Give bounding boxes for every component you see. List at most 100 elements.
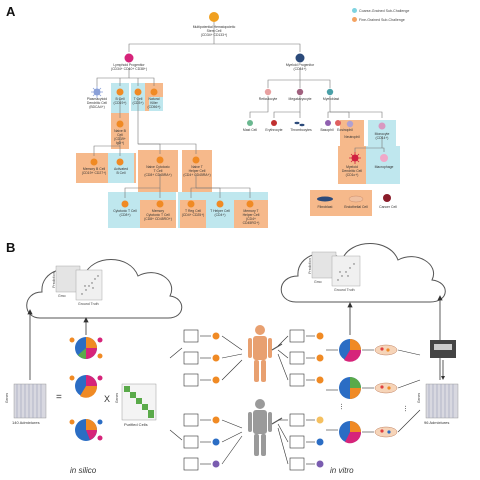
right-admixture-heatmap (425, 383, 459, 419)
label-stem: Multipotential Hematopoietic Stem Cell (… (192, 25, 236, 37)
label-naive-helper: Naive T Helper Cell (CD4+ CD45RA+) (183, 165, 211, 177)
reticulocyte-icon (264, 88, 272, 96)
tcell-icon (134, 88, 142, 96)
vitro-pie-2 (339, 377, 361, 399)
right-connector-arrows (277, 335, 338, 465)
vitro-pie-3 (339, 421, 362, 444)
petri-dishes (374, 344, 398, 438)
tree-connectors (93, 22, 385, 198)
label-neutrophil: Neutrophil (344, 135, 360, 139)
monocyte-icon (378, 122, 386, 130)
silico-pie-1 (75, 337, 97, 359)
equals-sign: = (56, 392, 62, 403)
label-bcell: B Cell (CD19+) (113, 97, 127, 105)
left-cloud-prediction-label: Prediction (51, 272, 56, 288)
right-cloud-gmo-label: Gmo (314, 280, 322, 284)
label-basophil: Basophil (320, 128, 334, 132)
label-cancer: Cancer Cell (379, 205, 397, 209)
cancer-cell-icon (383, 194, 391, 202)
label-monocyte: Monocyte (CD14+) (374, 132, 390, 140)
label-helper-t: T Helper Cell (CD4+) (210, 209, 230, 217)
vitro-pie-1 (339, 339, 362, 362)
treg-icon (187, 200, 195, 208)
memory-cyto-icon (156, 200, 164, 208)
right-cloud (280, 243, 446, 303)
fibroblast-icon (317, 196, 333, 202)
label-treg: T Reg Cell (CD4+ CD25+) (181, 209, 205, 217)
legend-coarse-label: Coarse-Grained Sub-Challenge (359, 8, 410, 13)
purified-genes-label: Genes (115, 392, 120, 404)
silico-pie-2 (75, 375, 98, 398)
label-fibroblast: Fibroblast (317, 205, 333, 209)
lymphoid-progenitor-icon (124, 53, 134, 63)
myeloid-dc-box (338, 146, 366, 184)
human-figure-gray (248, 399, 272, 456)
legend-fine: Fine-Grained Sub-Challenge (352, 17, 405, 22)
times-sign: X (104, 394, 111, 404)
sequencer-icon (430, 340, 456, 380)
bcell-icon (116, 88, 124, 96)
sample-cells-left (212, 332, 220, 468)
memory-helper-icon (246, 200, 254, 208)
memory-b-icon (90, 158, 98, 166)
label-endothelial: Endothelial Cell (344, 205, 368, 209)
left-cloud-gmo-label: Gmo (58, 294, 66, 298)
label-erythrocyte: Erythrocyte (265, 128, 283, 132)
nk-icon (150, 88, 158, 96)
naive-cyto-icon (156, 156, 164, 164)
erythrocyte-icon (271, 120, 277, 126)
left-admixtures-label: 140 Admixtures (12, 420, 40, 425)
label-megakaryocyte: Megakaryocyte (288, 97, 312, 101)
purified-cells-label: Purified Cells (124, 422, 148, 427)
megakaryocyte-icon (296, 88, 304, 96)
label-naive-b: Naive B Cell (CD19+ IgD+) (114, 129, 126, 145)
macrophage-icon (380, 154, 388, 162)
label-eosinophil: Eosinophil (337, 128, 353, 132)
label-tcell: T Cell (CD3+) (132, 97, 144, 105)
label-naive-cyto: Naive Cytotoxic T Cell (CD8+ CD45RA+) (144, 165, 172, 177)
naive-helper-icon (192, 156, 200, 164)
right-genes-label: Genes (417, 392, 422, 404)
label-reticulocyte: Reticulocyte (258, 97, 278, 101)
left-connector-arrows (169, 335, 243, 465)
right-cloud-prediction-label: Prediction (307, 258, 312, 274)
silico-pie-3 (75, 419, 97, 441)
legend-coarse-swatch (352, 8, 357, 13)
cyto-t-icon (121, 200, 129, 208)
myeloid-dc-icon (349, 152, 361, 164)
legend-coarse: Coarse-Grained Sub-Challenge (352, 8, 409, 13)
eosinophil-icon (335, 120, 341, 126)
tcell-box (131, 83, 145, 111)
myeloblast-icon (326, 88, 334, 96)
activated-b-icon (116, 158, 124, 166)
up-arrows (27, 295, 443, 380)
right-cloud-ground-truth-label: Ground Truth (334, 288, 355, 292)
label-memory-b: Memory B Cell (CD19+ CD27+) (81, 167, 107, 175)
left-cloud (26, 259, 183, 319)
label-myeloid: Myeloid Progenitor (CD34+) (285, 63, 315, 71)
label-myeloid-dc: Myeloid Dendritic Cell (CD1c+) (341, 165, 363, 177)
label-memory-helper: Memory T Helper Cell (CD4+ CD45RO+) (242, 209, 260, 225)
label-macrophage: Macrophage (374, 165, 394, 169)
vitro-ellipsis-2: ... (402, 405, 412, 412)
naive-b-box (111, 113, 129, 149)
label-memory-cyto: Memory Cytotoxic T Cell (CD8+ CD45RO+) (144, 209, 172, 221)
label-nk: Natural Killer (CD56+) (147, 97, 161, 109)
left-cloud-ground-truth-label: Ground Truth (78, 302, 99, 306)
in-silico-label: in silico (70, 466, 97, 475)
left-admixture-heatmap (13, 383, 47, 419)
panel-b-letter: B (6, 240, 16, 255)
legend-fine-label: Fine-Grained Sub-Challenge (359, 17, 405, 22)
petri-arrows (362, 349, 421, 433)
sample-tubes-right (289, 329, 305, 471)
pdc-icon (91, 86, 103, 98)
panel-a-letter: A (6, 4, 16, 19)
sample-tubes-left (183, 329, 199, 471)
silico-pie-cells (69, 337, 103, 441)
label-myeloblast: Myeloblast (322, 97, 340, 101)
syringe-icons (271, 343, 283, 425)
endothelial-icon (348, 195, 364, 203)
mast-cell-icon (247, 120, 253, 126)
neutrophil-icon (346, 120, 354, 128)
